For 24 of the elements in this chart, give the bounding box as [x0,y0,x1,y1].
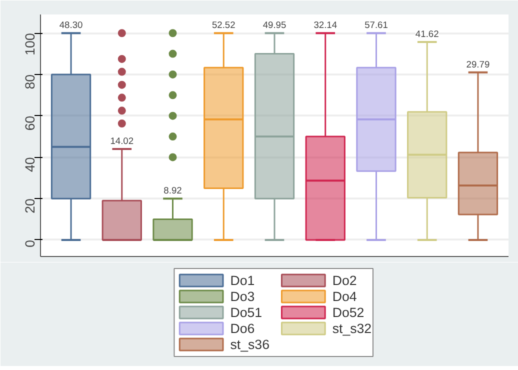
y-tick-label: 20 [22,198,38,214]
annotation: 57.61 [364,20,388,30]
legend-label: Do4 [332,289,358,304]
annotation: 41.62 [415,29,439,40]
legend-label: st_s32 [332,321,372,336]
legend-label: Do52 [332,305,364,320]
y-tick-label: 40 [22,157,38,172]
y-tick-label: 80 [22,74,38,90]
legend-label: Do3 [230,289,255,304]
y-tick-label: 60 [22,116,38,131]
annotation: 48.30 [59,20,83,30]
annotation: 29.79 [466,59,490,70]
y-tick-label: 0 [22,240,38,248]
annotation: 49.95 [262,20,286,30]
annotation: 8.92 [164,186,182,196]
y-tick-label: 100 [22,33,38,56]
annotation: 32.14 [314,20,338,30]
legend-label: Do6 [230,321,255,336]
legend-label: st_s36 [230,337,270,352]
legend-label: Do2 [332,273,357,288]
annotation: 52.52 [212,20,236,30]
annotation: 14.02 [110,136,134,146]
legend-label: Do1 [230,273,255,288]
legend-label: Do51 [230,305,262,320]
